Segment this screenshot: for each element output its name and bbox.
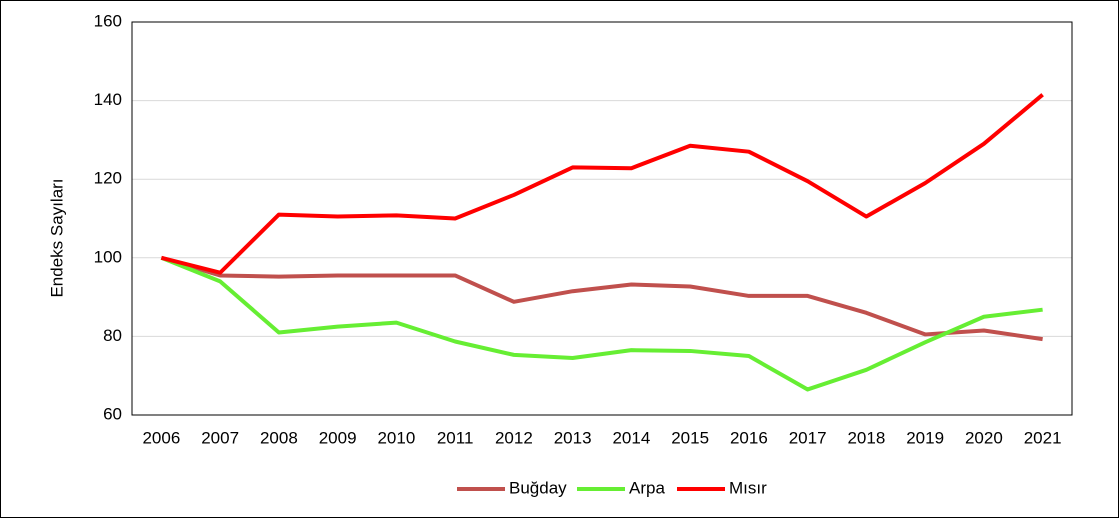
x-tick-label: 2016 (730, 428, 768, 447)
x-tick-label: 2012 (495, 428, 533, 447)
legend-label: Mısır (729, 478, 767, 497)
y-tick-label: 140 (94, 90, 122, 109)
series-line (160, 255, 1043, 392)
y-tick-label: 160 (94, 11, 122, 30)
x-tick-label: 2020 (965, 428, 1003, 447)
y-tick-label: 80 (103, 326, 122, 345)
legend-label: Buğday (509, 478, 567, 497)
x-tick-label: 2011 (437, 428, 474, 447)
y-tick-label: 60 (103, 404, 122, 423)
x-tick-label: 2017 (789, 428, 827, 447)
x-tick-label: 2019 (906, 428, 944, 447)
x-tick-label: 2007 (201, 428, 239, 447)
y-tick-label: 120 (94, 169, 122, 188)
x-tick-label: 2008 (260, 428, 298, 447)
series-line (160, 255, 1043, 342)
plot-border (131, 21, 1073, 416)
series-line (160, 93, 1044, 275)
x-tick-label: 2013 (554, 428, 592, 447)
x-tick-label: 2010 (377, 428, 415, 447)
y-axis-label: Endeks Sayıları (47, 178, 66, 297)
y-tick-label: 100 (94, 247, 122, 266)
legend-label: Arpa (629, 478, 665, 497)
x-tick-label: 2015 (671, 428, 709, 447)
x-tick-label: 2014 (612, 428, 650, 447)
x-tick-label: 2009 (319, 428, 357, 447)
x-tick-label: 2021 (1024, 428, 1062, 447)
x-tick-label: 2018 (847, 428, 885, 447)
x-tick-label: 2006 (142, 428, 180, 447)
